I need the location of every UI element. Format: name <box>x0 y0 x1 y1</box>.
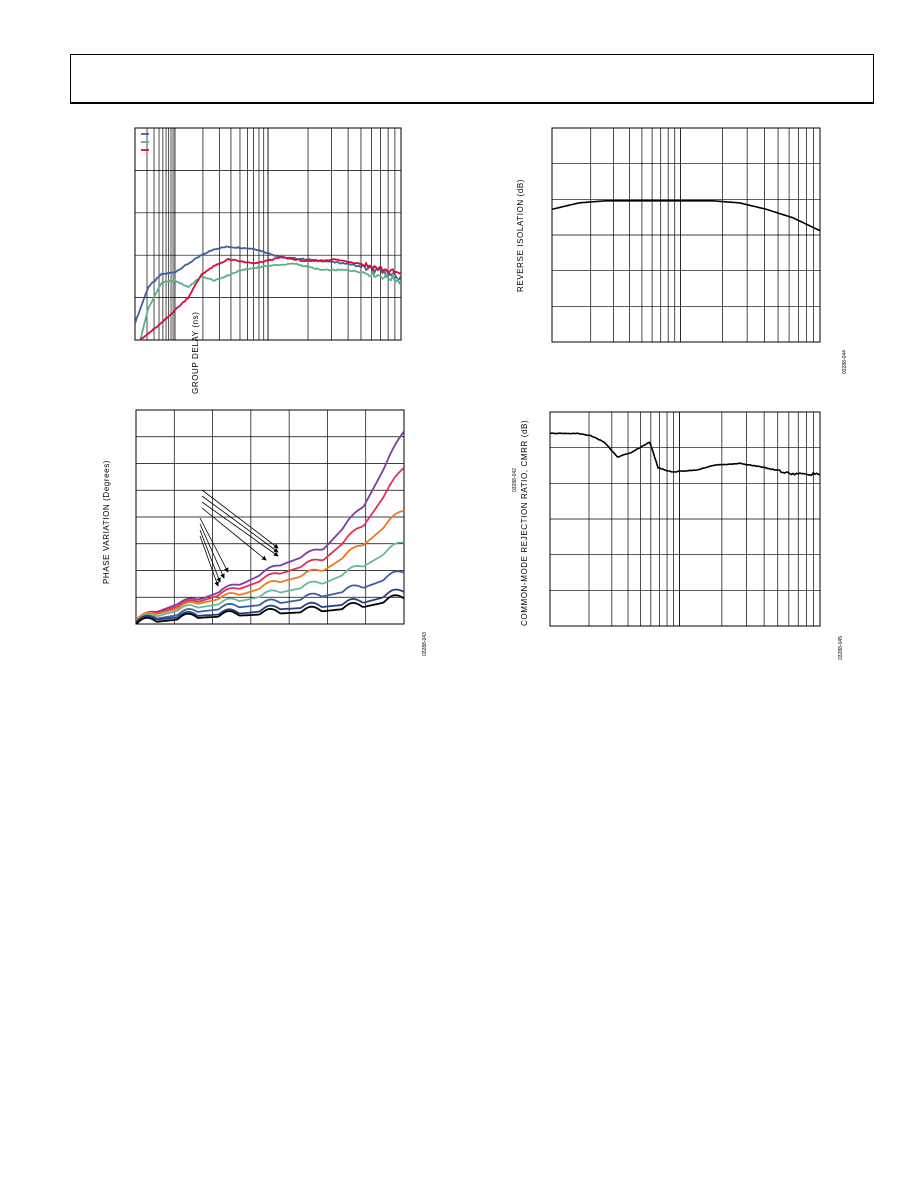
phase-variation-y-axis-label: PHASE VARIATION (Degrees) <box>102 459 111 584</box>
reverse-isolation-chart <box>510 118 840 378</box>
group-delay-y-axis-label: GROUP DELAY (ns) <box>191 311 200 394</box>
series-line <box>550 432 820 477</box>
cmrr-figure-id: 03288-045 <box>838 636 844 660</box>
group-delay-chart: GROUP DELAY (ns) 03288-042 <box>90 118 518 492</box>
cmrr-plot <box>549 411 821 627</box>
annotation-arrow <box>201 501 279 557</box>
annotation-arrow <box>199 529 221 583</box>
phase-variation-chart <box>90 400 420 660</box>
series-line <box>136 588 404 623</box>
group-delay-plot <box>134 127 402 341</box>
cmrr-y-axis-label: COMMON-MODE REJECTION RATIO, CMRR (dB) <box>520 419 529 626</box>
series-line <box>136 541 404 623</box>
reverse-isolation-plot <box>551 127 821 343</box>
reverse-isolation-figure-id: 03288-044 <box>842 350 848 374</box>
series-line <box>139 255 401 340</box>
reverse-isolation-y-axis-label: REVERSE ISOLATION (dB) <box>516 178 525 292</box>
series-line <box>552 200 820 232</box>
series-line <box>136 594 404 624</box>
annotation-arrow <box>199 517 229 573</box>
series-line <box>136 430 404 621</box>
series-line <box>139 262 401 340</box>
phase-variation-plot <box>135 409 405 625</box>
annotation-arrow <box>201 507 267 561</box>
page-header <box>70 54 874 104</box>
annotation-arrow <box>199 535 219 587</box>
annotation-arrow <box>199 523 225 579</box>
annotation-arrow <box>201 495 279 553</box>
annotation-arrow <box>201 489 279 549</box>
series-line <box>136 509 404 621</box>
series-line <box>136 570 404 623</box>
phase-variation-figure-id: 03288-043 <box>422 632 428 656</box>
series-line <box>135 245 401 324</box>
series-line <box>136 467 404 621</box>
cmrr-chart <box>510 400 840 660</box>
